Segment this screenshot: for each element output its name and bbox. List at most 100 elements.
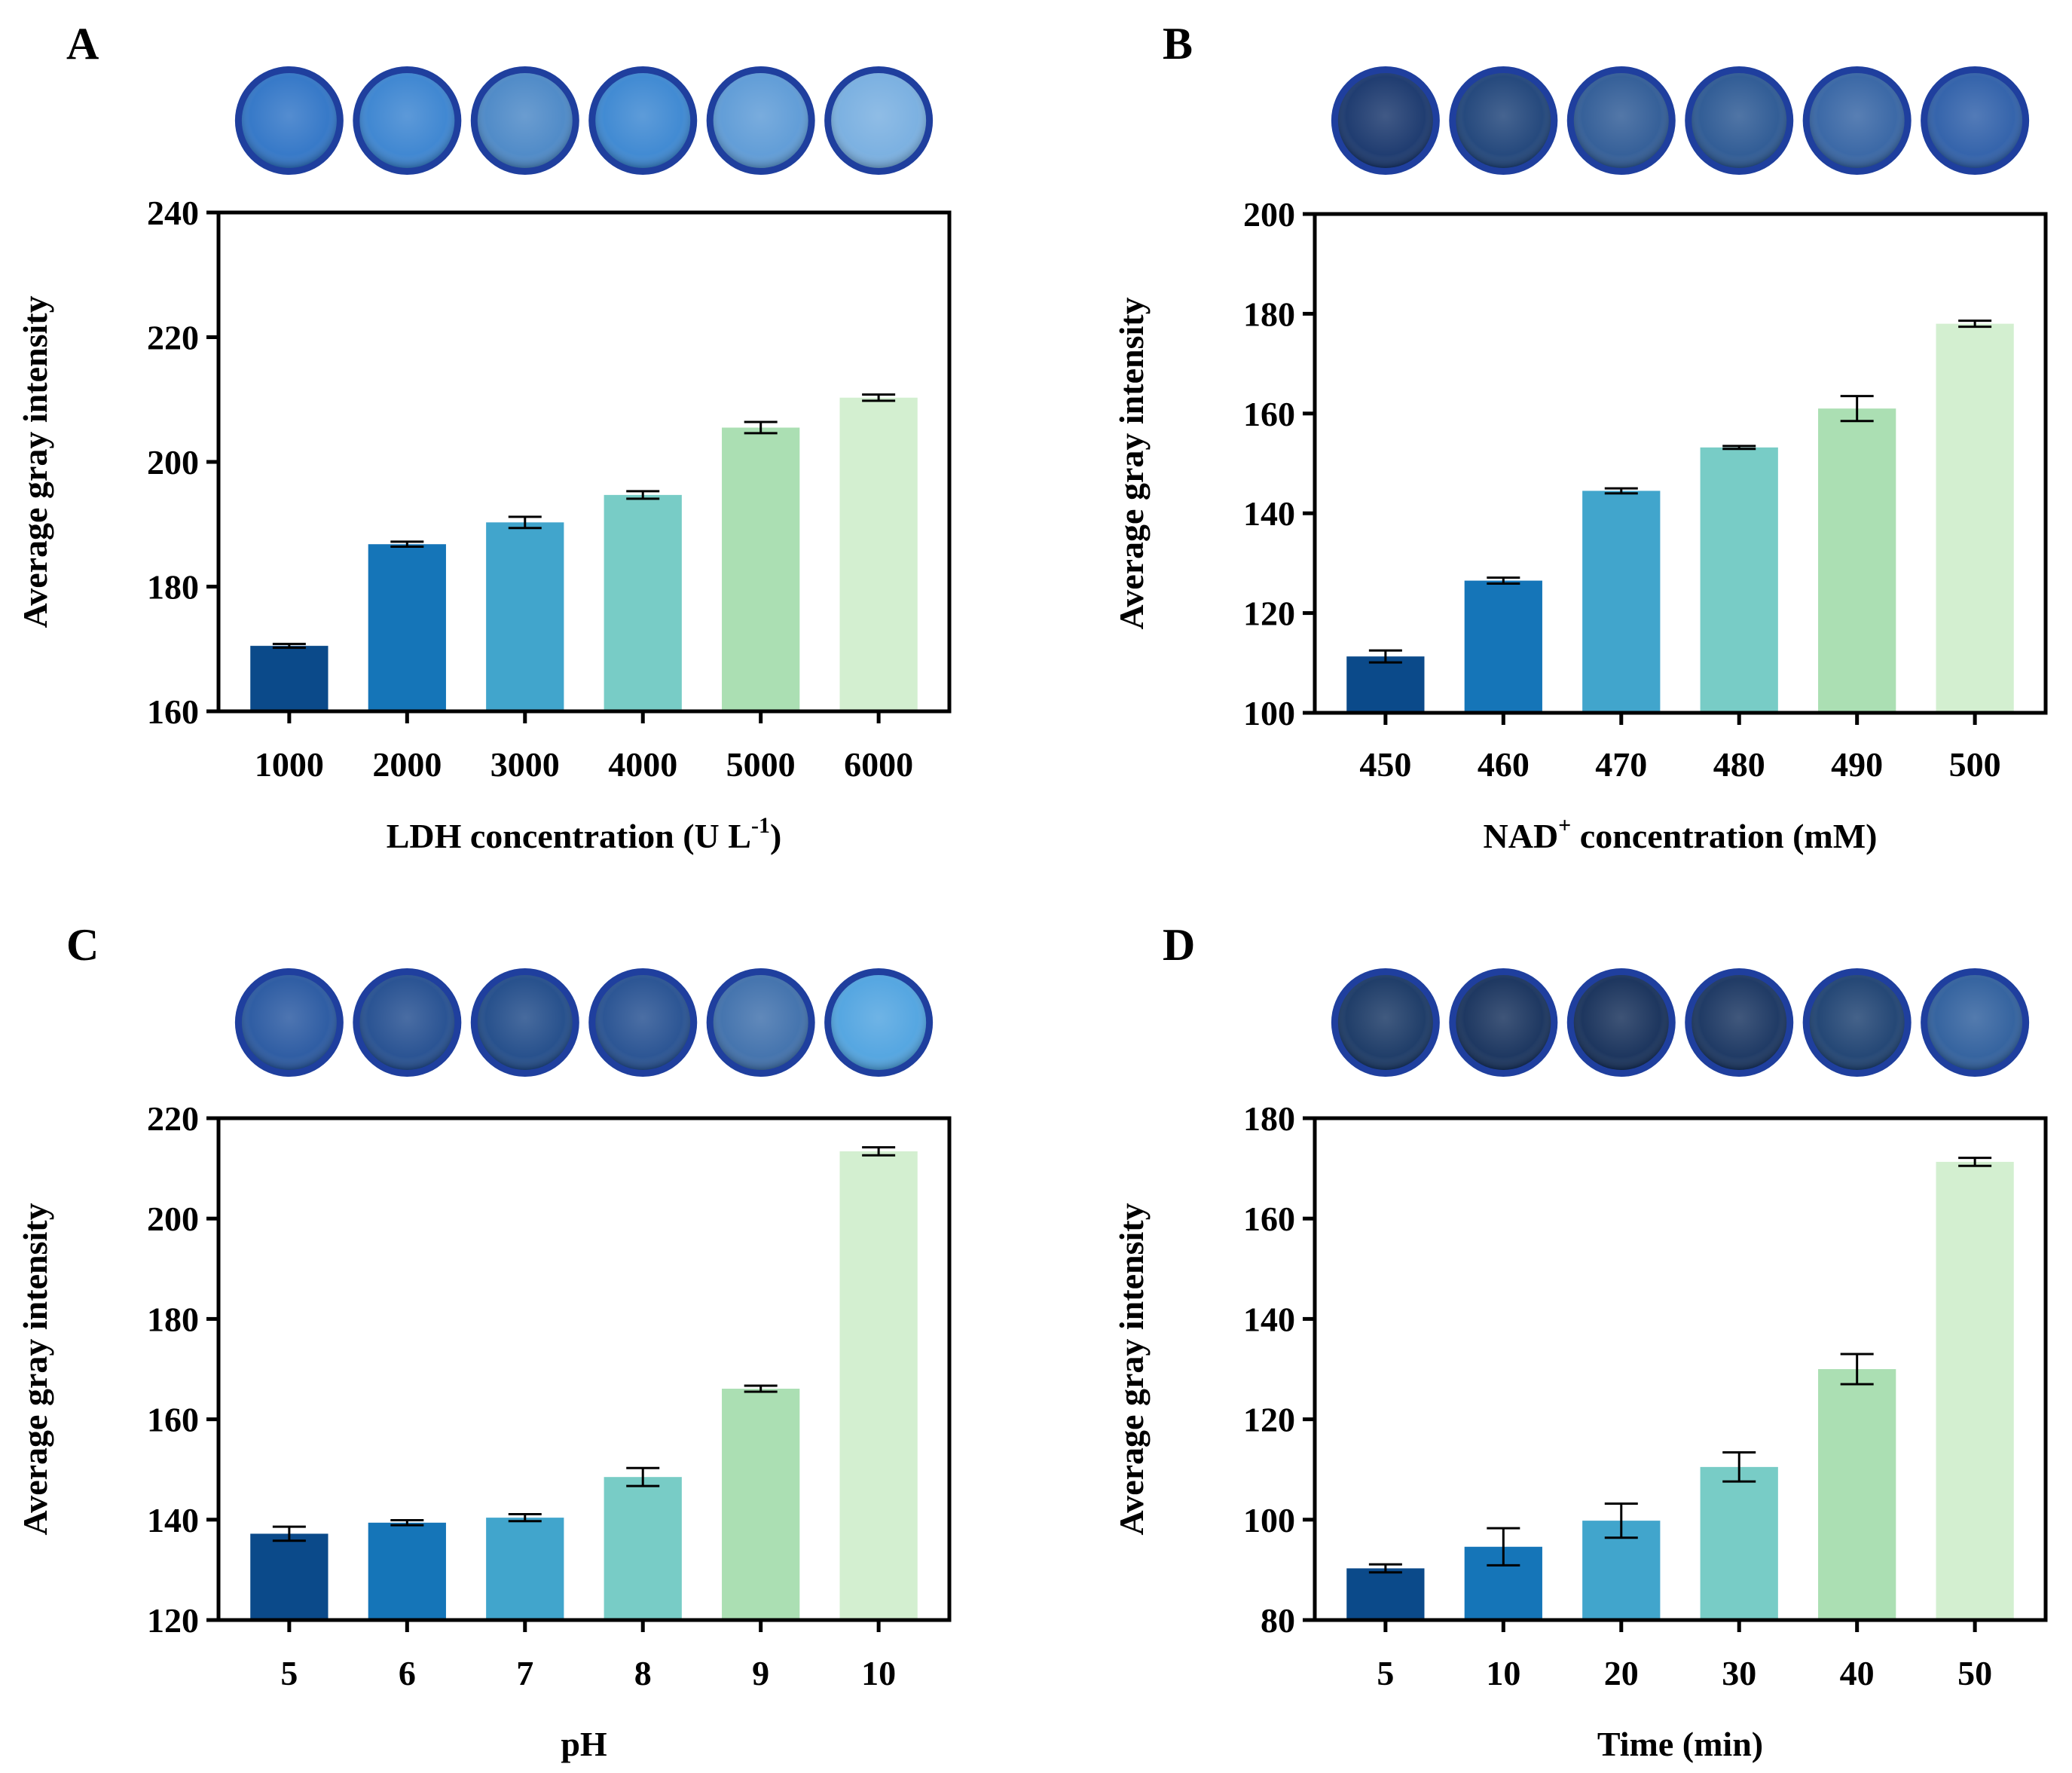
x-tick-label: 2000: [372, 745, 442, 784]
x-tick-label: 6000: [844, 745, 913, 784]
error-bar: [1368, 649, 1402, 664]
x-tick-label: 3000: [490, 745, 560, 784]
y-axis-title: Average gray intensity: [1112, 297, 1151, 629]
bar-1000: [250, 646, 329, 711]
dish-shine: [713, 73, 808, 168]
x-tick-label: 4000: [608, 745, 677, 784]
dish-image: [588, 66, 698, 175]
error-bar: [1958, 319, 1992, 329]
x-tick-label: 5: [1377, 1654, 1394, 1692]
bar-470: [1582, 491, 1661, 713]
y-tick-label: 160: [1243, 395, 1295, 433]
panel-c: C 120 140 160 180 200 220 5 6 7 8 9 10 Average gray i…: [16, 920, 952, 1763]
dish-shine: [1809, 73, 1905, 168]
y-tick-label: 160: [1243, 1200, 1295, 1238]
x-tick-label: 450: [1359, 745, 1411, 784]
dish-shine: [477, 73, 573, 168]
y-tick-label: 200: [147, 1200, 199, 1238]
error-bar: [1722, 1451, 1756, 1483]
panel-letter: C: [66, 920, 99, 970]
x-axis-title-end: concentration (mM): [1571, 817, 1877, 855]
bar-480: [1700, 447, 1778, 713]
dish-image: [588, 968, 698, 1077]
x-axis-title: LDH concentration (U L-1): [387, 813, 782, 855]
bar-450: [1346, 656, 1425, 713]
y-tick-label: 180: [147, 568, 199, 607]
bar-500: [1936, 323, 2014, 713]
bar-8: [604, 1477, 682, 1620]
y-tick-label: 180: [147, 1300, 199, 1338]
dish-row: [234, 968, 934, 1077]
x-axis-title-main: LDH concentration (U L: [387, 817, 751, 855]
dish-image: [353, 66, 462, 175]
dish-shine: [1456, 975, 1551, 1070]
x-tick-label: 30: [1722, 1654, 1756, 1692]
error-bar: [744, 420, 778, 435]
y-axis-title: Average gray intensity: [16, 295, 54, 628]
error-bar: [1487, 576, 1520, 585]
dish-image: [1685, 968, 1794, 1077]
plot-frame: [216, 1116, 952, 1622]
x-tick-label: 6: [399, 1654, 416, 1692]
dish-shine: [1927, 975, 2023, 1070]
dish-image: [1802, 66, 1912, 175]
dish-image: [353, 968, 462, 1077]
x-axis-title: Time (min): [1597, 1725, 1763, 1763]
bar-5: [1346, 1568, 1425, 1620]
x-tick-label: 490: [1831, 745, 1883, 784]
dish-row: [1331, 968, 2030, 1077]
error-bar: [390, 540, 424, 549]
dish-shine: [1337, 73, 1433, 168]
bar-10: [839, 1151, 918, 1620]
dish-shine: [831, 73, 927, 168]
bar-460: [1464, 580, 1542, 713]
x-tick-label: 470: [1595, 745, 1647, 784]
dish-image: [234, 66, 344, 175]
y-axis-title: Average gray intensity: [16, 1203, 54, 1535]
x-axis-title: pH: [561, 1725, 607, 1763]
x-axis-title: NAD+ concentration (mM): [1484, 813, 1878, 855]
panel-letter: B: [1163, 19, 1193, 69]
bar-6: [368, 1522, 446, 1620]
y-tick-label: 160: [147, 1401, 199, 1439]
y-tick-label: 100: [1243, 694, 1295, 732]
x-tick-label: 10: [861, 1654, 896, 1692]
x-tick-label: 9: [752, 1654, 769, 1692]
dish-shine: [241, 975, 337, 1070]
dish-image: [1921, 968, 2030, 1077]
dish-shine: [1809, 975, 1905, 1070]
error-bar: [1604, 1502, 1638, 1539]
error-bar: [862, 1146, 896, 1157]
y-tick-label: 120: [147, 1601, 199, 1640]
error-bar: [626, 490, 660, 500]
x-tick-label: 40: [1840, 1654, 1875, 1692]
dish-image: [706, 66, 815, 175]
bar-9: [722, 1388, 800, 1620]
dish-image: [1566, 66, 1676, 175]
panel-d: D 80 100 120 140 160 180 5 10 20 30 40 50 Average gra…: [1112, 920, 2048, 1763]
y-tick-label: 180: [1243, 295, 1295, 333]
error-bar: [744, 1384, 778, 1393]
y-tick-label: 200: [147, 443, 199, 481]
y-tick-label: 80: [1261, 1601, 1295, 1640]
error-bar: [1368, 1563, 1402, 1574]
x-tick-label: 460: [1478, 745, 1530, 784]
dish-image: [824, 968, 934, 1077]
dish-image: [1685, 66, 1794, 175]
dish-image: [1331, 66, 1440, 175]
error-bar: [1840, 1353, 1874, 1386]
error-bar: [1604, 487, 1638, 495]
x-axis-title-superscript: -1: [751, 813, 770, 838]
dish-shine: [1573, 975, 1669, 1070]
dish-image: [234, 968, 344, 1077]
x-tick-label: 50: [1957, 1654, 1992, 1692]
error-bar: [508, 1512, 542, 1523]
error-bar: [508, 515, 542, 530]
y-tick-label: 200: [1243, 195, 1295, 234]
dish-shine: [595, 975, 691, 1070]
y-tick-label: 140: [147, 1501, 199, 1539]
x-tick-label: 20: [1604, 1654, 1639, 1692]
bar-490: [1818, 408, 1896, 713]
error-bar: [1840, 395, 1874, 423]
